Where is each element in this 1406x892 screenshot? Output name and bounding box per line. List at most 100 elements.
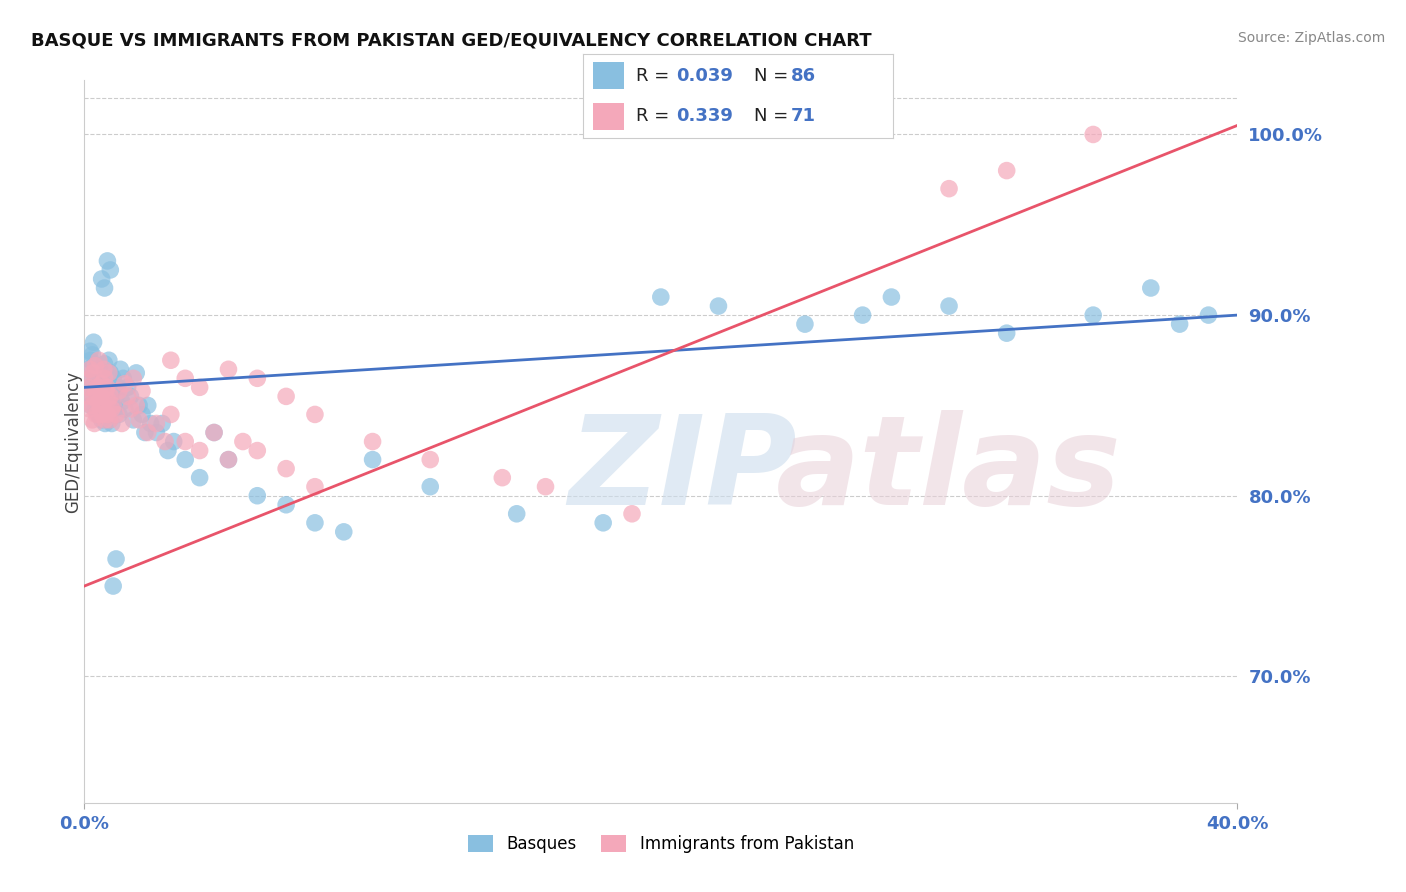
Point <box>103 398 124 412</box>
Point <box>995 326 1018 341</box>
Point <box>108 408 131 422</box>
Point <box>174 371 197 385</box>
Point <box>153 434 176 449</box>
Point <box>131 408 153 422</box>
Point <box>87 394 110 409</box>
Point <box>82 348 104 362</box>
Point <box>101 384 124 398</box>
Point <box>650 290 672 304</box>
Point <box>105 389 128 403</box>
Legend: Basques, Immigrants from Pakistan: Basques, Immigrants from Pakistan <box>461 828 860 860</box>
Point <box>1083 308 1105 322</box>
Point <box>794 317 817 331</box>
Point <box>93 402 115 417</box>
Point <box>84 359 107 373</box>
Text: BASQUE VS IMMIGRANTS FROM PAKISTAN GED/EQUIVALENCY CORRELATION CHART: BASQUE VS IMMIGRANTS FROM PAKISTAN GED/E… <box>31 31 872 49</box>
Point <box>1168 317 1191 331</box>
Point <box>104 402 127 417</box>
Point <box>90 389 112 403</box>
Point <box>79 362 101 376</box>
Point <box>82 389 104 403</box>
Text: atlas: atlas <box>776 410 1122 531</box>
Point <box>111 394 134 409</box>
Point <box>938 181 960 195</box>
Point <box>707 299 730 313</box>
Point <box>89 402 111 417</box>
Point <box>91 398 114 412</box>
Point <box>83 375 105 389</box>
Point <box>506 507 529 521</box>
Point <box>136 425 159 440</box>
Point <box>202 425 225 440</box>
Point <box>145 417 167 431</box>
Point <box>91 408 114 422</box>
Point <box>304 480 326 494</box>
Text: R =: R = <box>636 107 675 125</box>
Point <box>80 398 103 412</box>
Point <box>89 362 111 376</box>
Point <box>136 398 159 412</box>
Point <box>534 480 557 494</box>
Point <box>108 384 131 398</box>
Point <box>114 376 136 391</box>
Point <box>80 398 103 412</box>
Bar <box>593 62 624 89</box>
Point <box>218 362 240 376</box>
Point <box>276 461 298 475</box>
Point <box>87 408 110 422</box>
Point <box>218 452 240 467</box>
Point <box>174 434 197 449</box>
Point <box>100 392 122 407</box>
Point <box>90 413 112 427</box>
Point <box>120 389 142 403</box>
Point <box>83 389 105 403</box>
Point <box>76 380 98 394</box>
Point <box>79 402 101 417</box>
Point <box>128 413 150 427</box>
Point <box>276 389 298 403</box>
Point <box>117 380 139 394</box>
Point <box>110 362 132 376</box>
Point <box>491 470 513 484</box>
Point <box>97 366 120 380</box>
Text: N =: N = <box>754 67 793 85</box>
Point <box>90 272 112 286</box>
Point <box>188 470 211 484</box>
Point <box>80 380 103 394</box>
Text: 0.039: 0.039 <box>676 67 733 85</box>
Point <box>125 366 148 380</box>
Point <box>160 408 183 422</box>
Point <box>202 425 225 440</box>
Point <box>621 507 644 521</box>
Point <box>82 413 104 427</box>
Text: ZIP: ZIP <box>568 410 797 531</box>
Point <box>174 452 197 467</box>
Point <box>98 366 121 380</box>
Point <box>98 413 121 427</box>
Point <box>94 384 117 398</box>
Point <box>105 552 128 566</box>
Point <box>93 357 115 371</box>
Point <box>100 417 122 431</box>
Point <box>120 402 142 417</box>
Point <box>84 402 107 417</box>
Point <box>156 443 179 458</box>
Point <box>361 434 384 449</box>
Text: 0.339: 0.339 <box>676 107 733 125</box>
Point <box>125 398 148 412</box>
Point <box>114 402 136 417</box>
Point <box>77 389 100 403</box>
Point <box>938 299 960 313</box>
Point <box>218 452 240 467</box>
Point <box>304 408 326 422</box>
Text: 71: 71 <box>790 107 815 125</box>
Point <box>91 380 114 394</box>
Point <box>97 392 120 407</box>
Point <box>93 281 115 295</box>
Point <box>94 413 117 427</box>
Point <box>84 359 107 373</box>
Point <box>93 362 115 376</box>
Point <box>333 524 356 539</box>
Text: 86: 86 <box>790 67 815 85</box>
Point <box>160 353 183 368</box>
